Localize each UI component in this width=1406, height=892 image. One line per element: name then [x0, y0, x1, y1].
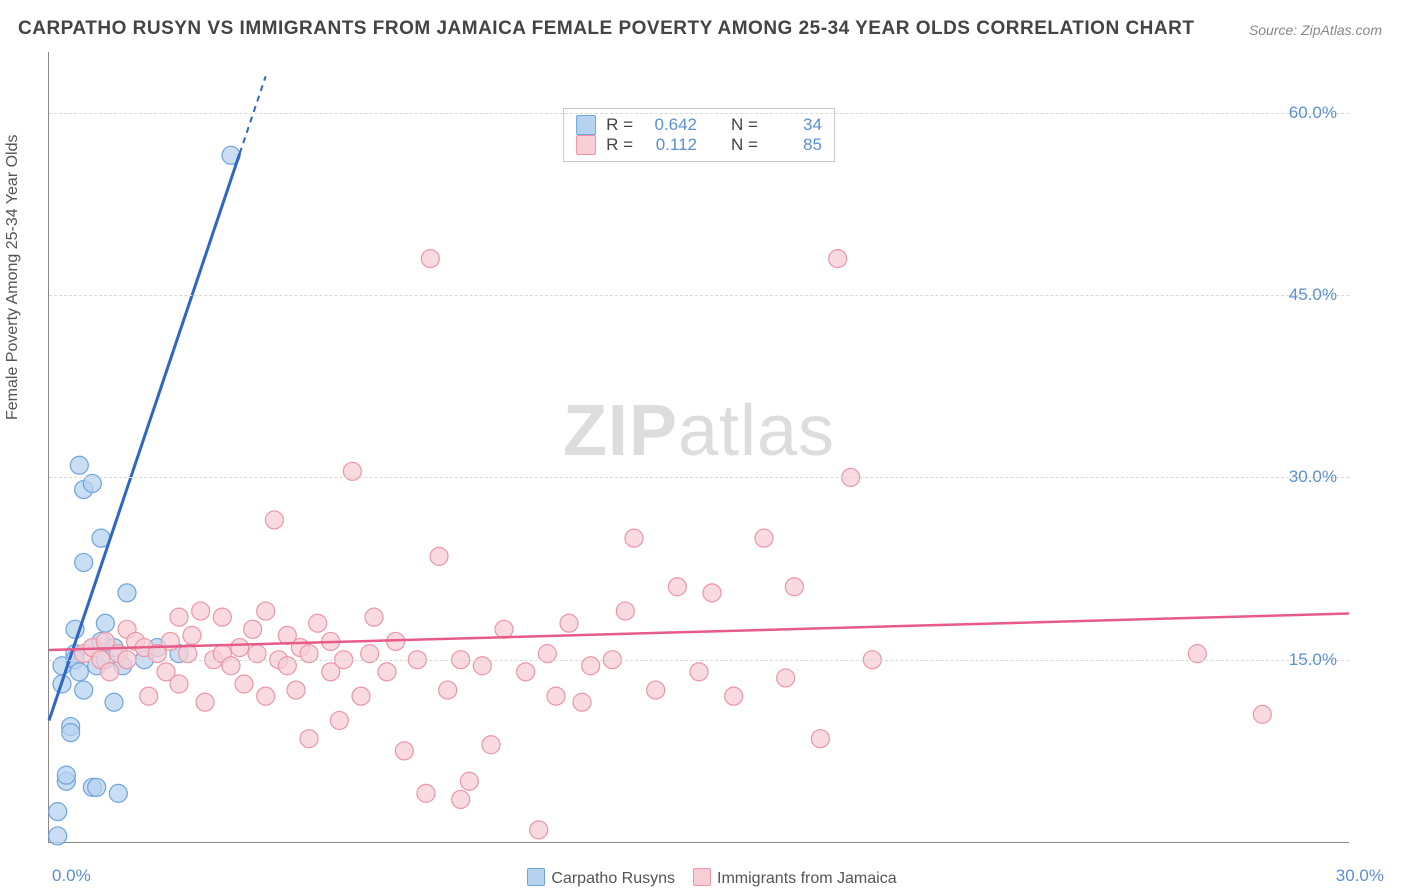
grid-line [49, 660, 1349, 661]
scatter-point [547, 687, 565, 705]
scatter-point [49, 827, 67, 845]
scatter-point [105, 693, 123, 711]
scatter-point [309, 614, 327, 632]
corr-r-value: 0.112 [643, 135, 697, 155]
grid-line [49, 295, 1349, 296]
scatter-point [573, 693, 591, 711]
scatter-point [421, 250, 439, 268]
plot-area: ZIPatlas R =0.642N =34R =0.112N =85 15.0… [48, 52, 1349, 843]
scatter-point [196, 693, 214, 711]
scatter-point [70, 456, 88, 474]
scatter-point [140, 687, 158, 705]
corr-r-label: R = [606, 135, 633, 155]
scatter-point [365, 608, 383, 626]
scatter-point [560, 614, 578, 632]
trend-line-dashed [240, 76, 266, 153]
correlation-legend: R = 0.642 N = 34 R = 0.112 N = 85 [563, 108, 835, 162]
scatter-point [439, 681, 457, 699]
scatter-point [352, 687, 370, 705]
scatter-point [703, 584, 721, 602]
corr-r-label: R = [606, 115, 633, 135]
scatter-point [530, 821, 548, 839]
legend-label: Carpatho Rusyns [551, 870, 675, 887]
legend-swatch-icon [693, 868, 711, 886]
scatter-point [829, 250, 847, 268]
grid-line [49, 477, 1349, 478]
scatter-point [257, 687, 275, 705]
y-tick-label: 15.0% [1289, 650, 1337, 670]
scatter-point [257, 602, 275, 620]
scatter-point [460, 772, 478, 790]
scatter-point [482, 736, 500, 754]
scatter-point [517, 663, 535, 681]
scatter-point [231, 639, 249, 657]
corr-legend-row: R = 0.642 N = 34 [576, 115, 822, 135]
scatter-point [647, 681, 665, 699]
scatter-point [62, 724, 80, 742]
corr-n-label: N = [731, 115, 758, 135]
scatter-point [690, 663, 708, 681]
scatter-point [265, 511, 283, 529]
scatter-point [183, 626, 201, 644]
scatter-point [235, 675, 253, 693]
y-axis-label: Female Poverty Among 25-34 Year Olds [4, 135, 22, 421]
corr-n-label: N = [731, 135, 758, 155]
scatter-point [811, 730, 829, 748]
legend-label: Immigrants from Jamaica [717, 870, 897, 887]
corr-n-value: 85 [768, 135, 822, 155]
scatter-point [49, 803, 67, 821]
scatter-point [75, 681, 93, 699]
grid-line [49, 113, 1349, 114]
scatter-point [96, 614, 114, 632]
scatter-point [616, 602, 634, 620]
y-tick-label: 60.0% [1289, 103, 1337, 123]
scatter-point [1253, 705, 1271, 723]
trend-line [49, 154, 240, 721]
corr-r-value: 0.642 [643, 115, 697, 135]
scatter-point [287, 681, 305, 699]
scatter-point [170, 608, 188, 626]
scatter-point [725, 687, 743, 705]
scatter-point [668, 578, 686, 596]
legend-swatch-icon [576, 115, 596, 135]
scatter-point [109, 784, 127, 802]
y-tick-label: 30.0% [1289, 467, 1337, 487]
scatter-point [417, 784, 435, 802]
scatter-point [118, 584, 136, 602]
legend-swatch-icon [527, 868, 545, 886]
scatter-point [755, 529, 773, 547]
corr-legend-row: R = 0.112 N = 85 [576, 135, 822, 155]
y-tick-label: 45.0% [1289, 285, 1337, 305]
scatter-point [330, 711, 348, 729]
scatter-point [452, 790, 470, 808]
scatter-point [625, 529, 643, 547]
scatter-point [70, 663, 88, 681]
scatter-point [430, 547, 448, 565]
series-legend: Carpatho Rusyns Immigrants from Jamaica [0, 868, 1406, 888]
scatter-point [244, 620, 262, 638]
scatter-point [75, 553, 93, 571]
scatter-point [101, 663, 119, 681]
scatter-point [88, 778, 106, 796]
scatter-point [170, 675, 188, 693]
legend-swatch-icon [576, 135, 596, 155]
scatter-point [300, 730, 318, 748]
source-label: Source: ZipAtlas.com [1249, 22, 1382, 38]
scatter-point [57, 766, 75, 784]
scatter-point [495, 620, 513, 638]
chart-title: CARPATHO RUSYN VS IMMIGRANTS FROM JAMAIC… [18, 18, 1194, 40]
chart-svg [49, 52, 1349, 842]
scatter-point [395, 742, 413, 760]
corr-n-value: 34 [768, 115, 822, 135]
scatter-point [378, 663, 396, 681]
scatter-point [777, 669, 795, 687]
scatter-point [213, 608, 231, 626]
scatter-point [192, 602, 210, 620]
scatter-point [785, 578, 803, 596]
